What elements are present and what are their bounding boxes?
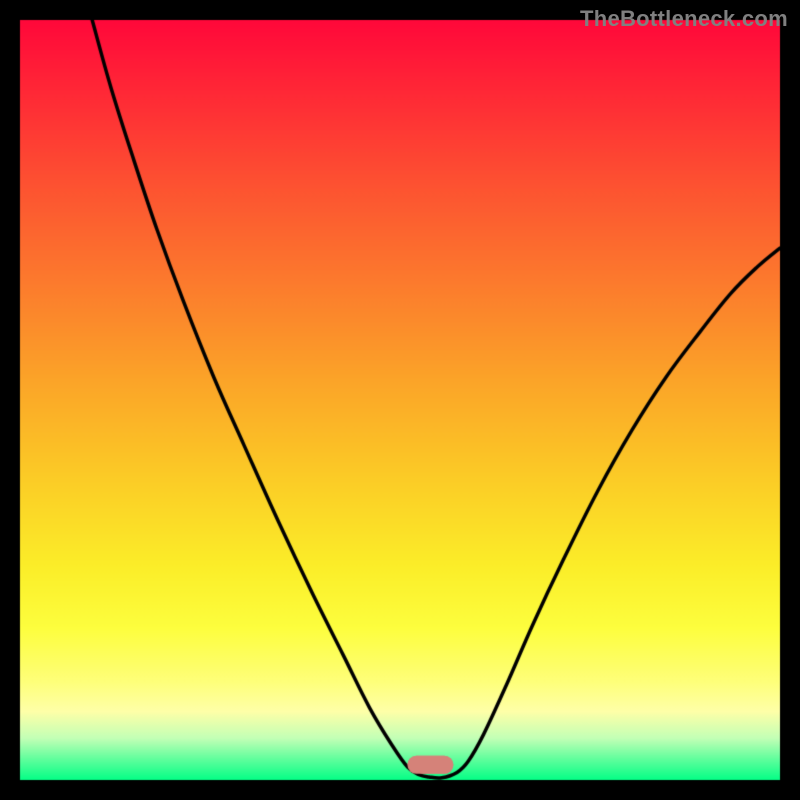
bottleneck-curve-chart [0, 0, 800, 800]
watermark-text: TheBottleneck.com [580, 6, 788, 32]
chart-container: TheBottleneck.com [0, 0, 800, 800]
